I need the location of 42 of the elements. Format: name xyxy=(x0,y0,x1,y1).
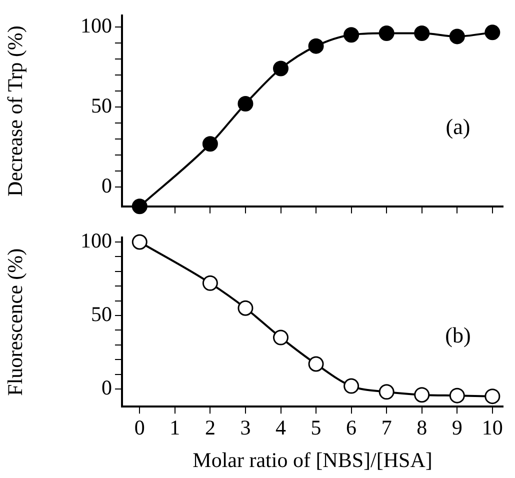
point xyxy=(484,388,500,404)
y-axis-title: Decrease of Trp (%) xyxy=(3,26,28,196)
x-tick-label: 3 xyxy=(240,416,251,440)
point xyxy=(132,234,148,250)
x-tick-label: 8 xyxy=(416,416,428,440)
y-tick-label: 100 xyxy=(80,13,112,38)
point xyxy=(202,275,218,291)
point xyxy=(378,384,394,400)
x-tick-label: 7 xyxy=(381,416,392,440)
point xyxy=(414,25,430,41)
annotation: (a) xyxy=(446,114,470,139)
point xyxy=(378,25,394,41)
x-tick-label: 0 xyxy=(134,416,145,440)
y-tick-label: 0 xyxy=(102,375,112,400)
x-tick-label: 2 xyxy=(204,416,216,440)
point xyxy=(344,27,360,43)
point xyxy=(238,300,254,316)
point xyxy=(132,198,148,214)
point xyxy=(344,378,360,394)
point xyxy=(238,96,254,112)
annotation: (b) xyxy=(445,322,471,348)
x-tick-label: 6 xyxy=(346,416,357,440)
point xyxy=(414,387,430,403)
point xyxy=(308,356,324,372)
x-tick-label: 5 xyxy=(310,416,322,440)
y-tick-label: 50 xyxy=(91,94,112,118)
y-tick-label: 100 xyxy=(80,228,112,253)
x-tick-label: 4 xyxy=(276,416,286,440)
point xyxy=(202,136,218,152)
y-tick-label: 50 xyxy=(91,302,112,326)
point xyxy=(273,330,288,346)
x-tick-label: 10 xyxy=(482,416,503,440)
point xyxy=(273,60,288,76)
x-tick-label: 9 xyxy=(452,416,462,440)
y-tick-label: 0 xyxy=(102,174,112,198)
point xyxy=(308,38,324,54)
y-axis-title: Fluorescence (%) xyxy=(3,248,28,396)
x-tick-label: 1 xyxy=(170,416,180,440)
x-axis-title: Molar ratio of [NBS]/[HSA] xyxy=(192,448,432,472)
point xyxy=(484,24,500,40)
point xyxy=(449,28,465,44)
point xyxy=(449,388,465,404)
